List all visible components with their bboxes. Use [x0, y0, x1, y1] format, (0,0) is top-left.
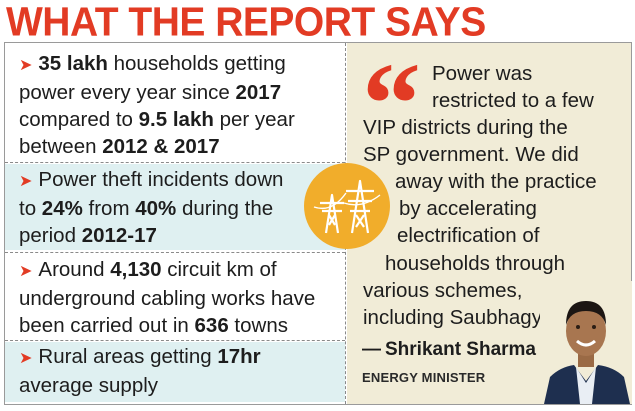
point-text: households getting — [107, 52, 286, 75]
highlight-figure: 17hr — [217, 345, 261, 368]
quote-line: households through — [385, 252, 566, 275]
point-line: power every year since 2017 — [19, 79, 339, 106]
point-line: compared to 9.5 lakh per year — [19, 106, 339, 133]
quote-line: VIP districts during the — [363, 116, 568, 139]
report-point-rural-supply: ➤ Rural areas getting 17hr average supply — [5, 342, 345, 402]
highlight-figure: 2012 & 2017 — [102, 135, 220, 158]
point-text: during the — [176, 197, 274, 220]
point-text: period — [19, 224, 82, 247]
divider — [5, 252, 345, 253]
point-line: ➤ Rural areas getting 17hr — [19, 343, 339, 372]
point-text: from — [82, 197, 136, 220]
divider — [5, 162, 345, 163]
quote-line: restricted to a few — [432, 89, 594, 112]
attribution-dash: — — [362, 339, 381, 360]
quote-line: various schemes, — [363, 279, 523, 302]
point-line: ➤ 35 lakh households getting — [19, 50, 339, 79]
point-text: to — [19, 197, 42, 220]
point-text: between — [19, 135, 103, 158]
quote-line: SP government. We did — [363, 143, 579, 166]
arrow-bullet-icon: ➤ — [19, 263, 33, 280]
quote-line: electrification of — [397, 224, 540, 247]
highlight-figure: 2012-17 — [81, 224, 157, 247]
minister-photo — [540, 281, 632, 404]
report-point-housing: ➤ 35 lakh households getting power every y… — [5, 50, 345, 160]
highlight-figure: 636 — [194, 314, 229, 337]
point-line: underground cabling works have — [19, 285, 339, 312]
report-point-power-theft: ➤ Power theft incidents down to 24% from 4… — [5, 164, 345, 250]
point-text: circuit km of — [161, 258, 277, 281]
point-line: to 24% from 40% during the — [19, 195, 339, 222]
divider — [5, 340, 345, 341]
point-text: per year — [213, 108, 295, 131]
point-text: Power theft incidents down — [38, 168, 284, 191]
point-line: between 2012 & 2017 — [19, 133, 339, 160]
point-line: period 2012-17 — [19, 222, 339, 249]
power-tower-icon — [304, 163, 390, 249]
point-line: been carried out in 636 towns — [19, 312, 339, 339]
speaker-attribution: — Shrikant Sharma — [362, 338, 542, 361]
quote-mark-icon: “ — [362, 38, 421, 169]
point-text: been carried out in — [19, 314, 195, 337]
point-text: Rural areas getting — [38, 345, 218, 368]
point-line: ➤ Around 4,130 circuit km of — [19, 256, 339, 285]
point-line: average supply — [19, 372, 339, 399]
arrow-bullet-icon: ➤ — [19, 57, 33, 74]
headline: WHAT THE REPORT SAYS — [6, 0, 486, 46]
highlight-figure: 4,130 — [110, 258, 162, 281]
point-text: towns — [228, 314, 288, 337]
quote-line: away with the practice — [395, 170, 597, 193]
point-text: underground cabling works have — [19, 287, 316, 310]
report-point-underground-cabling: ➤ Around 4,130 circuit km of underground c… — [5, 255, 345, 339]
arrow-bullet-icon: ➤ — [19, 173, 33, 190]
point-text: compared to — [19, 108, 139, 131]
report-frame — [4, 42, 632, 405]
highlight-figure: 2017 — [235, 81, 282, 104]
quote-line: by accelerating — [399, 197, 537, 220]
report-points: ➤ 35 lakh households getting power every y… — [5, 43, 345, 404]
point-text: Around — [38, 258, 111, 281]
speaker-name: Shrikant Sharma — [385, 339, 536, 360]
speaker-role: ENERGY MINISTER — [362, 370, 486, 385]
point-text: average supply — [19, 374, 159, 397]
quote-line: including Saubhagya — [363, 306, 554, 329]
highlight-figure: 40% — [135, 197, 177, 220]
point-line: ➤ Power theft incidents down — [19, 166, 339, 195]
highlight-figure: 9.5 lakh — [138, 108, 214, 131]
highlight-figure: 24% — [41, 197, 83, 220]
quote-line: Power was — [432, 62, 533, 85]
point-text: power every year since — [19, 81, 236, 104]
highlight-figure: 35 lakh — [38, 52, 108, 75]
arrow-bullet-icon: ➤ — [19, 350, 33, 367]
